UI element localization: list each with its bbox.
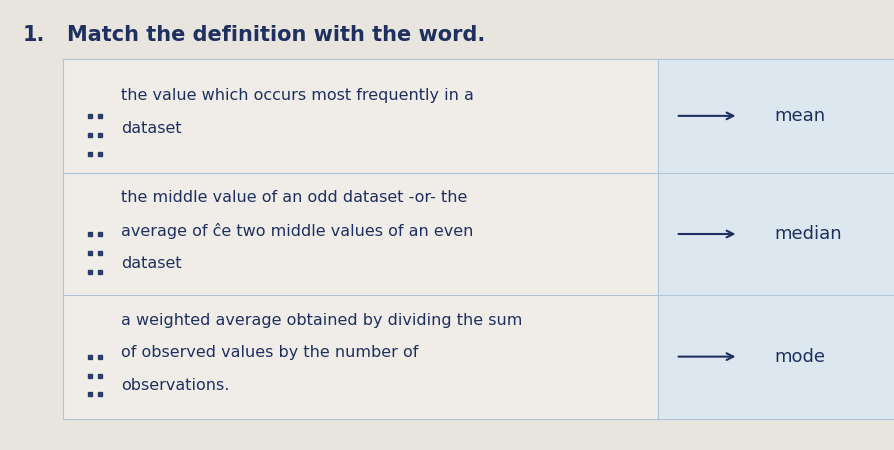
Bar [63,58,657,173]
Bar [657,173,894,295]
Text: the value which occurs most frequently in a: the value which occurs most frequently i… [121,88,473,103]
Text: mean: mean [773,107,824,125]
Text: a weighted average obtained by dividing the sum: a weighted average obtained by dividing … [121,312,521,328]
Bar [657,58,894,173]
Text: observations.: observations. [121,378,229,393]
Text: Match the definition with the word.: Match the definition with the word. [67,25,485,45]
Bar [657,295,894,418]
Text: mode: mode [773,347,824,365]
Text: of observed values by the number of: of observed values by the number of [121,346,417,360]
Text: 1.: 1. [22,25,45,45]
Text: median: median [773,225,841,243]
Bar [63,295,657,418]
Bar [63,173,657,295]
Text: dataset: dataset [121,121,181,136]
Text: the middle value of an odd dataset -or- the: the middle value of an odd dataset -or- … [121,190,467,205]
Text: dataset: dataset [121,256,181,270]
Text: average of ĉe two middle values of an even: average of ĉe two middle values of an ev… [121,223,473,239]
